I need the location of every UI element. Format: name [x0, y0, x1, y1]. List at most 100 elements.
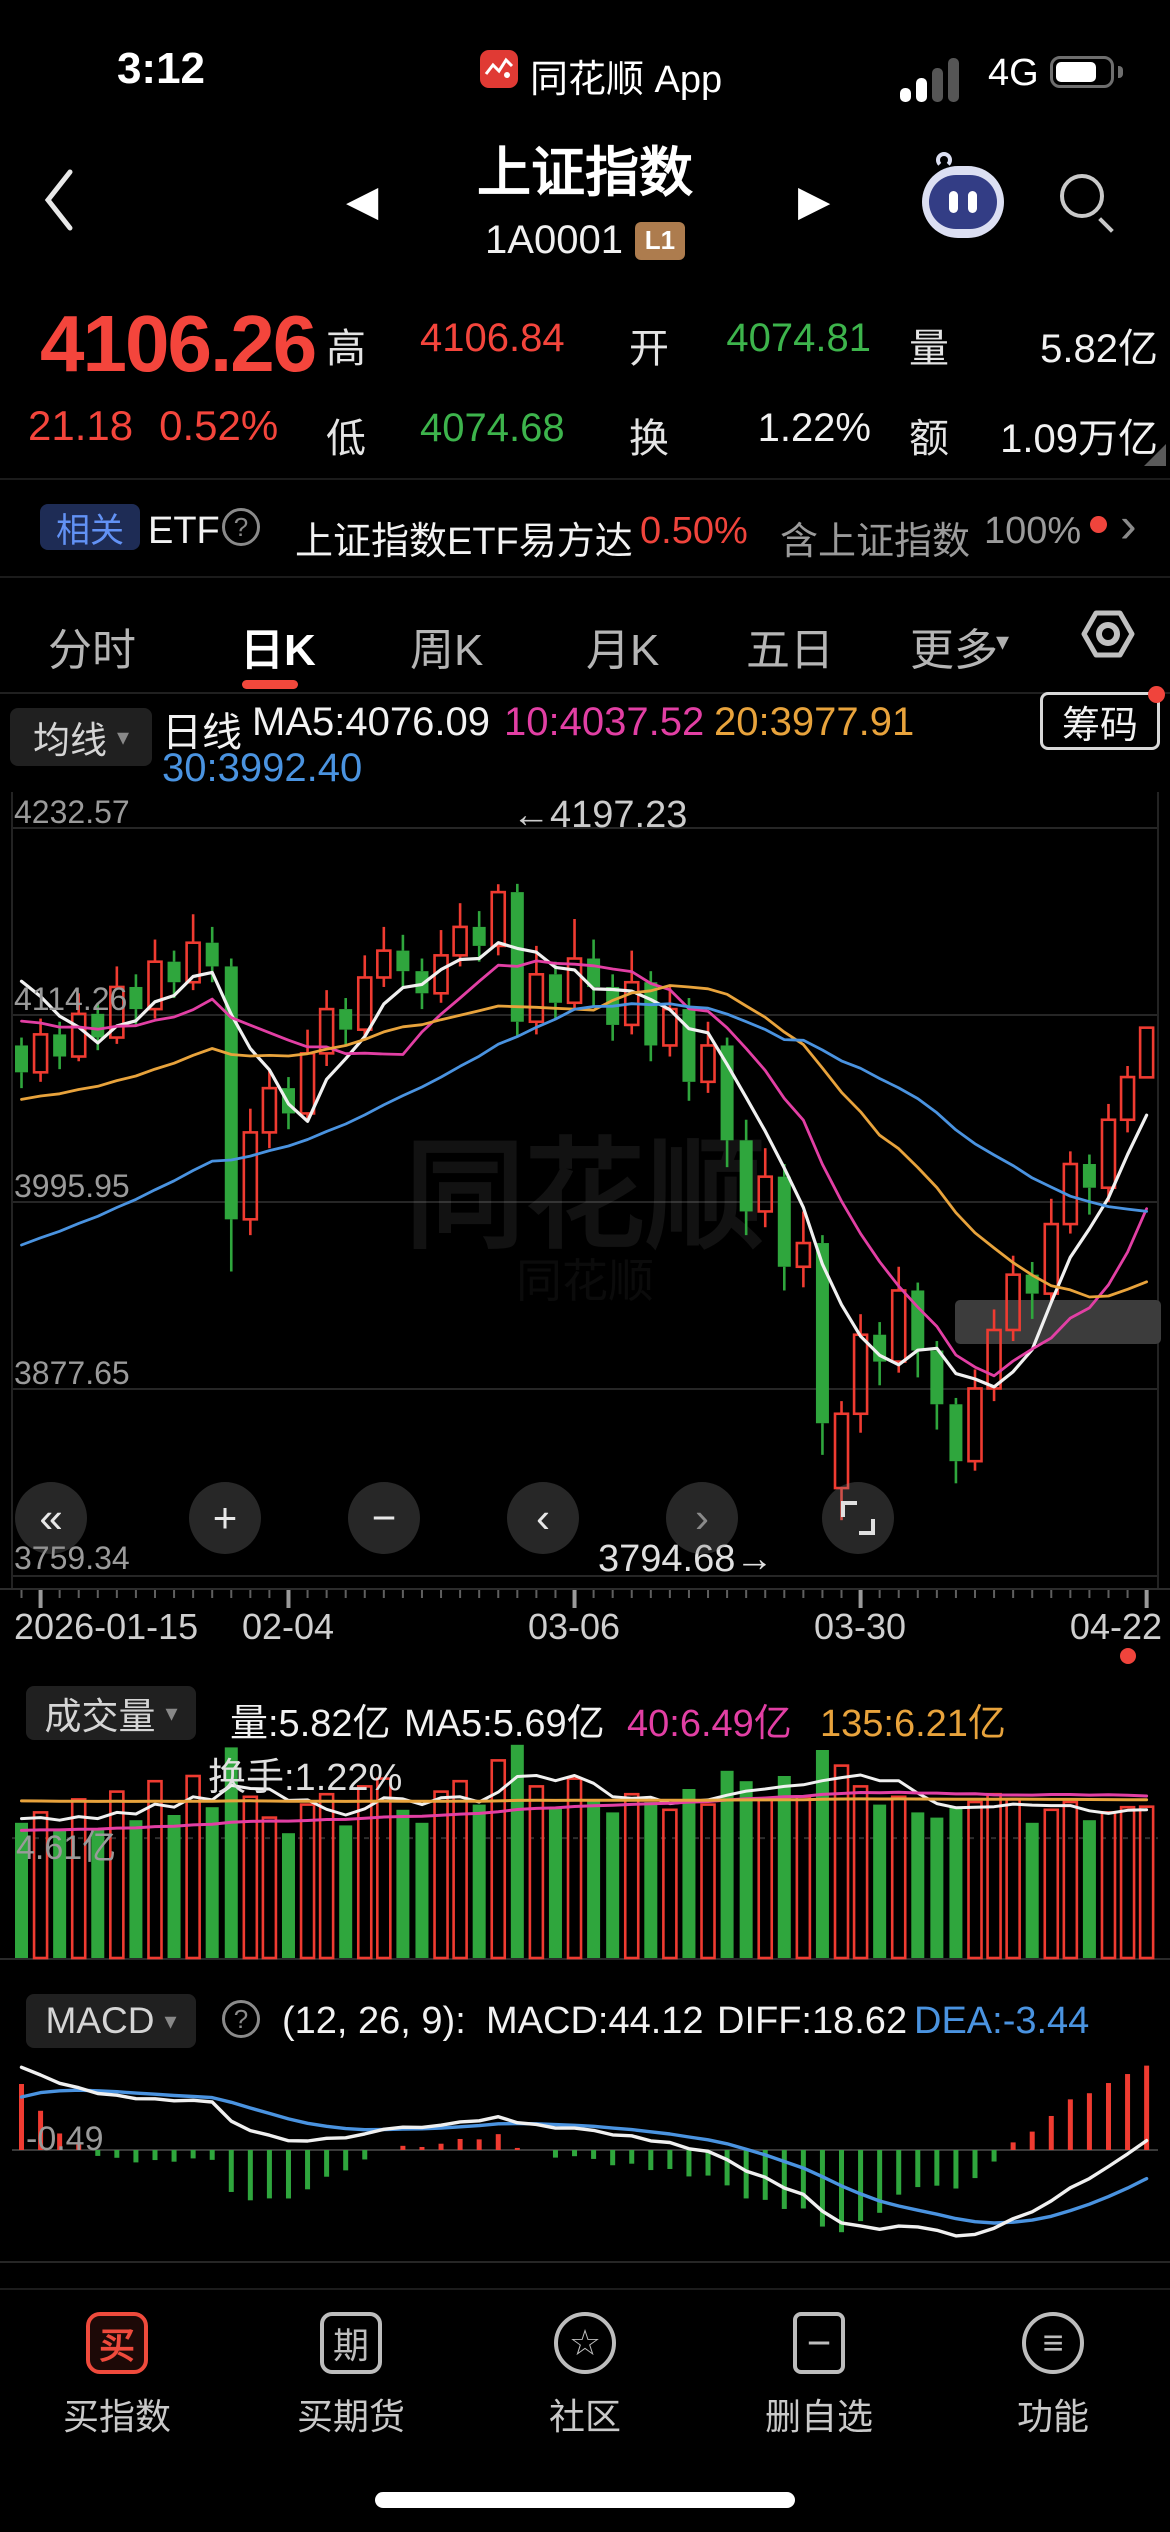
buy-index-icon: 买 [86, 2312, 148, 2374]
open-value: 4074.81 [726, 316, 871, 360]
buy-futures-icon: 期 [320, 2312, 382, 2374]
zoom-out-button[interactable]: − [348, 1482, 420, 1554]
chart-settings-icon[interactable] [1080, 606, 1136, 667]
tab-daily-k[interactable]: 日K [240, 626, 316, 675]
diff-value: DIFF:18.62 [717, 2000, 908, 2042]
dropdown-icon: ▾ [164, 2007, 177, 2035]
next-stock-button[interactable]: ▶ [798, 177, 831, 224]
etf-ratio: 100% [984, 510, 1082, 552]
y-axis-label-5: 3759.34 [14, 1540, 130, 1576]
y-axis-label-2: 4114.26 [14, 981, 128, 1017]
volume-legend: 量:5.82亿 [230, 1703, 391, 1745]
high-value: 4106.84 [420, 316, 565, 360]
date-label-4: 03-30 [813, 1606, 907, 1647]
dropdown-icon: ▾ [116, 723, 130, 751]
change-value: 21.18 [28, 402, 134, 449]
macd-chart[interactable] [0, 1976, 1170, 2268]
svg-text:同花顺: 同花顺 [405, 1129, 765, 1263]
turnover-label: 换 [629, 417, 669, 461]
etf-help-icon[interactable]: ? [222, 508, 260, 546]
open-label: 开 [629, 327, 669, 371]
volume-axis-label: 4.61亿 [16, 1829, 117, 1867]
back-button[interactable] [36, 164, 80, 241]
macd-help-icon[interactable]: ? [222, 2000, 260, 2038]
chip-notification-dot [1148, 686, 1165, 703]
low-value: 4074.68 [420, 406, 565, 450]
nav-features[interactable]: ≡ 功能 [936, 2290, 1170, 2473]
ma10-legend: 10:4037.52 [504, 700, 705, 744]
chip-distribution-button[interactable]: 筹码 [1040, 692, 1160, 750]
y-axis-label-3: 3995.95 [14, 1168, 130, 1204]
app-logo-icon [480, 50, 518, 88]
macd-value: MACD:44.12 [486, 2000, 704, 2042]
volume-ma40-legend: 40:6.49亿 [627, 1703, 792, 1745]
pan-left-button[interactable]: ‹ [507, 1482, 579, 1554]
period-low-annotation: 3794.68→ [598, 1538, 774, 1580]
stock-code-row: 1A0001 L1 [385, 218, 785, 263]
amount-label: 额 [909, 417, 949, 461]
etf-name[interactable]: 上证指数ETF易方达 [295, 521, 633, 563]
date-label-start: 2026-01-15 [14, 1606, 199, 1647]
svg-text:同花顺: 同花顺 [516, 1255, 654, 1307]
ai-assistant-button[interactable] [922, 152, 1004, 238]
related-pill[interactable]: 相关 [40, 504, 140, 550]
macd-selector-button[interactable]: MACD ▾ [26, 1994, 196, 2048]
macd-params: (12, 26, 9): [282, 2000, 466, 2042]
cellular-signal-icon [900, 56, 976, 102]
network-type: 4G [988, 52, 1039, 94]
change-percent: 0.52% [159, 402, 279, 449]
fullscreen-button[interactable] [822, 1482, 894, 1554]
prev-stock-button[interactable]: ◀ [346, 177, 379, 224]
etf-label: ETF [148, 510, 220, 552]
amount-value: 1.09万亿 [1000, 417, 1158, 461]
expand-quote-triangle[interactable] [1144, 444, 1166, 466]
date-label-end: 04-22 [1069, 1606, 1162, 1647]
etf-change-percent: 0.50% [640, 510, 748, 552]
ma20-legend: 20:3977.91 [714, 700, 915, 744]
scroll-position-dot [1120, 1648, 1136, 1664]
turnover-legend: 换手:1.22% [208, 1757, 403, 1799]
remove-watchlist-icon: − [793, 2312, 845, 2374]
nav-remove-watchlist[interactable]: − 删自选 [702, 2290, 936, 2473]
low-label: 低 [326, 417, 366, 461]
date-label-3: 03-06 [527, 1606, 621, 1647]
status-app-name: 同花顺 App [530, 59, 723, 101]
status-time: 3:12 [116, 44, 206, 93]
high-label: 高 [326, 327, 366, 371]
selected-tab-indicator [242, 680, 298, 689]
etf-chevron-right-icon[interactable]: › [1120, 497, 1137, 553]
volume-selector-button[interactable]: 成交量 ▾ [26, 1686, 196, 1740]
macd-axis-label: -0.49 [26, 2120, 104, 2158]
ma-selector-button[interactable]: 均线 ▾ [10, 708, 152, 766]
tab-weekly-k[interactable]: 周K [410, 626, 484, 675]
period-high-annotation: ←4197.23 [512, 794, 688, 836]
pan-right-button[interactable]: › [666, 1482, 738, 1554]
tab-monthly-k[interactable]: 月K [586, 626, 660, 675]
nav-community[interactable]: ☆ 社区 [468, 2290, 702, 2473]
ma30-legend: 30:3992.40 [162, 746, 363, 790]
etf-contains-label: 含上证指数 [780, 521, 971, 563]
tab-minute[interactable]: 分时 [48, 626, 136, 675]
nav-buy-futures[interactable]: 期 买期货 [234, 2290, 468, 2473]
date-tick-strip [0, 1588, 1170, 1608]
page-title: 上证指数 [477, 143, 693, 203]
tab-more[interactable]: 更多 [910, 626, 998, 675]
search-button[interactable] [1056, 170, 1120, 234]
rewind-button[interactable]: « [15, 1482, 87, 1554]
volume-ma135-legend: 135:6.21亿 [820, 1703, 1006, 1745]
dea-value: DEA:-3.44 [914, 2000, 1090, 2042]
volume-chart[interactable] [0, 1668, 1170, 1968]
home-indicator[interactable] [375, 2492, 795, 2508]
bottom-navigation: 买 买指数 期 买期货 ☆ 社区 − 删自选 ≡ 功能 [0, 2288, 1170, 2473]
community-star-icon: ☆ [554, 2312, 616, 2374]
price-change-row: 21.18 0.52% [28, 402, 278, 450]
volume-label: 量 [909, 327, 949, 371]
features-menu-icon: ≡ [1022, 2312, 1084, 2374]
tab-five-day[interactable]: 五日 [746, 626, 834, 675]
battery-icon [1050, 56, 1114, 88]
turnover-value: 1.22% [757, 406, 871, 450]
nav-buy-index[interactable]: 买 买指数 [0, 2290, 234, 2473]
zoom-in-button[interactable]: + [189, 1482, 261, 1554]
